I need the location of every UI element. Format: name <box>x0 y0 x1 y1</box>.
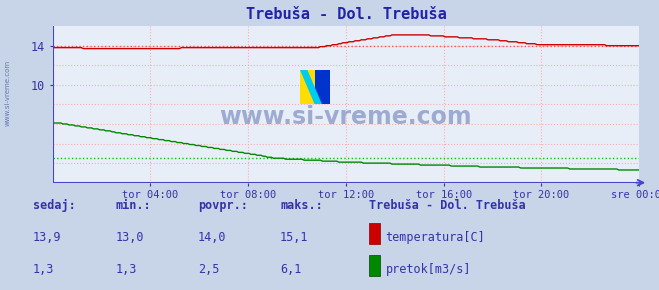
Text: maks.:: maks.: <box>280 199 323 212</box>
Text: sedaj:: sedaj: <box>33 199 76 212</box>
Text: www.si-vreme.com: www.si-vreme.com <box>219 105 473 129</box>
Text: Trebuša - Dol. Trebuša: Trebuša - Dol. Trebuša <box>369 199 526 212</box>
Text: povpr.:: povpr.: <box>198 199 248 212</box>
Bar <box>315 70 330 104</box>
Text: 6,1: 6,1 <box>280 263 301 276</box>
Text: pretok[m3/s]: pretok[m3/s] <box>386 263 471 276</box>
Text: min.:: min.: <box>115 199 151 212</box>
Text: www.si-vreme.com: www.si-vreme.com <box>5 60 11 126</box>
Text: 15,1: 15,1 <box>280 231 308 244</box>
Text: temperatura[C]: temperatura[C] <box>386 231 485 244</box>
Polygon shape <box>300 70 322 104</box>
Title: Trebuša - Dol. Trebuša: Trebuša - Dol. Trebuša <box>246 7 446 22</box>
Text: 13,0: 13,0 <box>115 231 144 244</box>
Text: 1,3: 1,3 <box>33 263 54 276</box>
Bar <box>300 70 315 104</box>
Text: 2,5: 2,5 <box>198 263 219 276</box>
Text: 13,9: 13,9 <box>33 231 61 244</box>
Text: 14,0: 14,0 <box>198 231 226 244</box>
Text: 1,3: 1,3 <box>115 263 136 276</box>
